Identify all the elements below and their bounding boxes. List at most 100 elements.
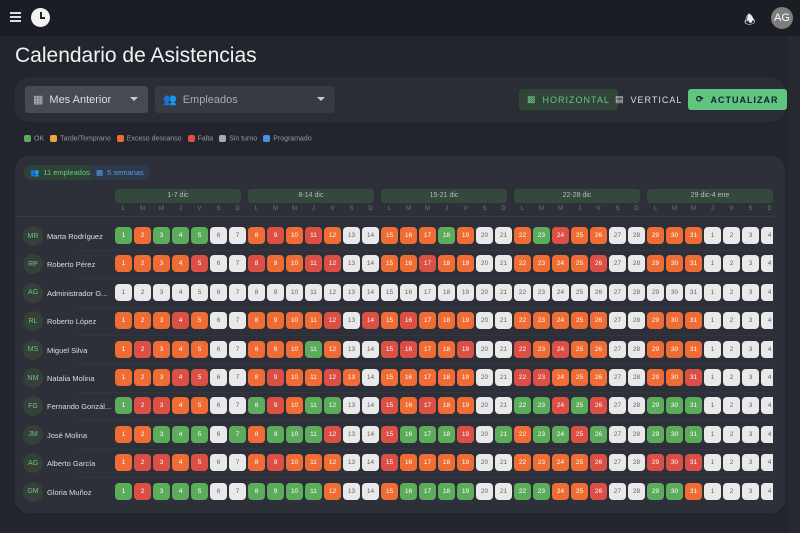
menu-icon[interactable] xyxy=(10,12,21,24)
day-cell[interactable]: 24 xyxy=(552,283,569,301)
day-cell[interactable]: 12 xyxy=(324,227,341,244)
day-cell[interactable]: 23 xyxy=(533,227,550,244)
day-cell[interactable]: 25 xyxy=(571,482,588,500)
bell-icon[interactable]: 🕭 xyxy=(744,12,756,27)
day-cell[interactable]: 25 xyxy=(571,227,588,244)
day-cell[interactable]: 29 xyxy=(647,454,664,472)
day-cell[interactable]: 8 xyxy=(248,227,265,244)
day-cell[interactable]: 14 xyxy=(362,397,379,415)
day-cell[interactable]: 27 xyxy=(609,369,626,386)
day-cell[interactable]: 3 xyxy=(742,312,759,330)
day-cell[interactable]: 22 xyxy=(514,312,531,330)
day-cell[interactable]: 5 xyxy=(191,369,208,386)
day-cell[interactable]: 8 xyxy=(248,255,265,273)
day-cell[interactable]: 6 xyxy=(210,312,227,330)
day-cell[interactable]: 29 xyxy=(647,369,664,386)
day-cell[interactable]: 8 xyxy=(248,283,265,301)
day-cell[interactable]: 1 xyxy=(115,283,132,301)
day-cell[interactable]: 23 xyxy=(533,482,550,500)
day-cell[interactable]: 1 xyxy=(704,454,721,472)
day-cell[interactable]: 13 xyxy=(343,369,360,386)
day-cell[interactable]: 4 xyxy=(172,369,189,386)
day-cell[interactable]: 1 xyxy=(115,454,132,472)
day-cell[interactable]: 12 xyxy=(324,340,341,358)
day-cell[interactable]: 7 xyxy=(229,312,246,330)
day-cell[interactable]: 19 xyxy=(457,454,474,472)
day-cell[interactable]: 25 xyxy=(571,369,588,386)
day-cell[interactable]: 11 xyxy=(305,227,322,244)
day-cell[interactable]: 6 xyxy=(210,397,227,415)
day-cell[interactable]: 14 xyxy=(362,283,379,301)
day-cell[interactable]: 3 xyxy=(153,425,170,443)
day-cell[interactable]: 2 xyxy=(723,283,740,301)
day-cell[interactable]: 10 xyxy=(286,454,303,472)
day-cell[interactable]: 3 xyxy=(742,425,759,443)
day-cell[interactable]: 2 xyxy=(723,312,740,330)
day-cell[interactable]: 15 xyxy=(381,454,398,472)
day-cell[interactable]: 9 xyxy=(267,397,284,415)
day-cell[interactable]: 30 xyxy=(666,312,683,330)
day-cell[interactable]: 1 xyxy=(704,425,721,443)
day-cell[interactable]: 6 xyxy=(210,283,227,301)
day-cell[interactable]: 31 xyxy=(685,482,702,500)
day-cell[interactable]: 2 xyxy=(134,255,151,273)
day-cell[interactable]: 11 xyxy=(305,340,322,358)
day-cell[interactable]: 4 xyxy=(761,255,773,273)
day-cell[interactable]: 2 xyxy=(134,482,151,500)
day-cell[interactable]: 4 xyxy=(761,312,773,330)
day-cell[interactable]: 9 xyxy=(267,425,284,443)
day-cell[interactable]: 6 xyxy=(210,425,227,443)
day-cell[interactable]: 15 xyxy=(381,283,398,301)
day-cell[interactable]: 3 xyxy=(153,340,170,358)
day-cell[interactable]: 12 xyxy=(324,397,341,415)
day-cell[interactable]: 30 xyxy=(666,283,683,301)
day-cell[interactable]: 31 xyxy=(685,369,702,386)
day-cell[interactable]: 21 xyxy=(495,482,512,500)
day-cell[interactable]: 3 xyxy=(153,369,170,386)
day-cell[interactable]: 6 xyxy=(210,255,227,273)
day-cell[interactable]: 23 xyxy=(533,255,550,273)
day-cell[interactable]: 1 xyxy=(704,397,721,415)
day-cell[interactable]: 12 xyxy=(324,454,341,472)
day-cell[interactable]: 17 xyxy=(419,482,436,500)
day-cell[interactable]: 21 xyxy=(495,340,512,358)
day-cell[interactable]: 17 xyxy=(419,340,436,358)
day-cell[interactable]: 20 xyxy=(476,425,493,443)
day-cell[interactable]: 26 xyxy=(590,482,607,500)
day-cell[interactable]: 14 xyxy=(362,482,379,500)
day-cell[interactable]: 24 xyxy=(552,369,569,386)
day-cell[interactable]: 2 xyxy=(723,454,740,472)
day-cell[interactable]: 14 xyxy=(362,425,379,443)
day-cell[interactable]: 8 xyxy=(248,340,265,358)
day-cell[interactable]: 27 xyxy=(609,425,626,443)
day-cell[interactable]: 30 xyxy=(666,397,683,415)
day-cell[interactable]: 19 xyxy=(457,482,474,500)
day-cell[interactable]: 23 xyxy=(533,369,550,386)
day-cell[interactable]: 14 xyxy=(362,312,379,330)
day-cell[interactable]: 19 xyxy=(457,283,474,301)
day-cell[interactable]: 29 xyxy=(647,255,664,273)
day-cell[interactable]: 20 xyxy=(476,255,493,273)
day-cell[interactable]: 11 xyxy=(305,312,322,330)
day-cell[interactable]: 12 xyxy=(324,283,341,301)
day-cell[interactable]: 28 xyxy=(628,227,645,244)
day-cell[interactable]: 20 xyxy=(476,312,493,330)
day-cell[interactable]: 10 xyxy=(286,283,303,301)
day-cell[interactable]: 9 xyxy=(267,283,284,301)
day-cell[interactable]: 30 xyxy=(666,340,683,358)
day-cell[interactable]: 3 xyxy=(153,454,170,472)
day-cell[interactable]: 10 xyxy=(286,255,303,273)
day-cell[interactable]: 3 xyxy=(153,397,170,415)
day-cell[interactable]: 28 xyxy=(628,255,645,273)
day-cell[interactable]: 23 xyxy=(533,454,550,472)
day-cell[interactable]: 8 xyxy=(248,397,265,415)
day-cell[interactable]: 24 xyxy=(552,255,569,273)
day-cell[interactable]: 2 xyxy=(134,227,151,244)
day-cell[interactable]: 2 xyxy=(723,397,740,415)
day-cell[interactable]: 11 xyxy=(305,369,322,386)
day-cell[interactable]: 7 xyxy=(229,340,246,358)
day-cell[interactable]: 15 xyxy=(381,227,398,244)
day-cell[interactable]: 3 xyxy=(153,255,170,273)
day-cell[interactable]: 11 xyxy=(305,255,322,273)
day-cell[interactable]: 3 xyxy=(153,482,170,500)
